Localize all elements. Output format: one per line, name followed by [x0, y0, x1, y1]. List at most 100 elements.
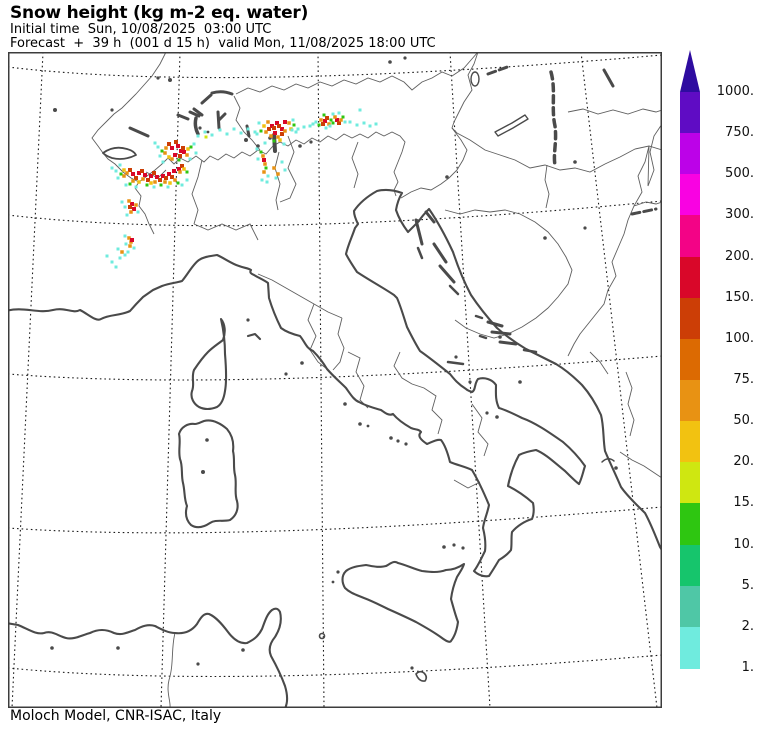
legend-color-segment	[680, 462, 700, 505]
snow-point	[283, 120, 287, 124]
snow-point	[196, 134, 200, 138]
graticule-meridian	[160, 51, 181, 709]
snow-point	[257, 121, 261, 125]
snow-point	[273, 131, 277, 135]
snow-point	[119, 172, 123, 176]
snow-point	[259, 129, 263, 133]
snow-point	[167, 155, 171, 159]
legend-color-segment	[680, 256, 700, 299]
snow-point	[156, 145, 160, 149]
snow-point	[174, 140, 178, 144]
snow-point	[177, 158, 181, 162]
snow-point	[324, 126, 328, 130]
legend-color-segment	[680, 215, 700, 258]
snow-point	[131, 172, 135, 176]
snow-point	[358, 108, 362, 112]
africa-coast	[4, 607, 289, 712]
snow-point	[203, 130, 207, 134]
graticule-parallel	[7, 54, 663, 79]
legend-color-segment	[680, 421, 700, 463]
snow-point	[141, 177, 145, 181]
snow-point	[180, 164, 184, 168]
snow-point	[105, 254, 109, 258]
snow-point	[282, 142, 286, 146]
snow-point	[134, 185, 138, 189]
snow-point	[368, 124, 372, 128]
snow-point	[262, 158, 266, 162]
snow-point	[267, 127, 271, 131]
snow-point	[277, 124, 281, 128]
snow-point	[283, 168, 287, 172]
snow-point	[287, 121, 291, 125]
snow-point	[186, 147, 190, 151]
sicily	[341, 560, 466, 643]
graticule-meridian	[11, 51, 44, 709]
snow-point	[272, 139, 276, 143]
snow-point	[256, 157, 260, 161]
snow-point	[263, 141, 267, 145]
snow-point	[127, 236, 131, 240]
model-credit: Moloch Model, CNR-ISAC, Italy	[10, 708, 222, 724]
snow-point	[131, 179, 135, 183]
sardinia	[177, 419, 239, 529]
snow-point	[132, 246, 136, 250]
snow-point	[164, 146, 168, 150]
legend-tick-label: 75.	[733, 372, 754, 387]
legend-tick-label: 300.	[725, 207, 754, 223]
snow-point	[182, 167, 186, 171]
snow-point	[182, 150, 186, 154]
legend-color-segment	[680, 338, 700, 381]
snow-point	[308, 124, 312, 128]
legend-color-segment	[680, 626, 700, 669]
snow-point	[176, 144, 180, 148]
snow-point	[116, 176, 120, 180]
snow-point	[276, 135, 280, 139]
small-islets	[50, 56, 618, 670]
snow-point	[146, 178, 150, 182]
legend-color-segment	[680, 585, 700, 628]
snow-point	[170, 175, 174, 179]
snow-point	[276, 172, 280, 176]
snow-point	[177, 167, 181, 171]
snow-point	[170, 157, 174, 161]
plot-title: Snow height (kg m-2 eq. water)	[10, 3, 309, 23]
snow-point	[163, 180, 167, 184]
snow-point	[331, 112, 335, 116]
snow-point	[337, 121, 341, 125]
snow-point	[124, 183, 128, 187]
legend-tick-label: 150.	[725, 289, 754, 305]
snow-point	[120, 250, 124, 254]
country-borders	[91, 51, 663, 709]
snow-point	[178, 154, 182, 158]
snow-point	[128, 182, 132, 186]
snow-point	[129, 210, 133, 214]
snow-point	[262, 124, 266, 128]
snow-point	[290, 128, 294, 132]
legend-tick-label: 100.	[725, 330, 754, 346]
snow-point	[362, 121, 366, 125]
snow-point	[322, 113, 326, 117]
snow-point	[319, 118, 323, 122]
graticule-meridian	[449, 51, 491, 709]
snow-point	[296, 127, 300, 131]
snow-point	[374, 122, 378, 126]
forecast-valid-line: Forecast + 39 h (001 d 15 h) valid Mon, …	[10, 36, 436, 51]
snow-point	[126, 250, 130, 254]
snow-point	[118, 256, 122, 260]
snow-point	[167, 142, 171, 146]
graticule-parallel	[7, 654, 663, 678]
lakes-rivers-islands	[128, 64, 658, 366]
snow-point	[264, 166, 268, 170]
legend-color-segment	[680, 133, 700, 175]
snow-point	[264, 130, 268, 134]
snow-point	[125, 213, 129, 217]
graticule-parallel	[7, 355, 663, 381]
snow-point	[259, 150, 263, 154]
snow-point	[153, 180, 157, 184]
mainland-coast	[4, 188, 668, 578]
snow-point	[166, 185, 170, 189]
snow-point	[218, 128, 222, 132]
snow-point	[272, 166, 276, 170]
snow-point	[261, 154, 265, 158]
snow-point	[130, 202, 134, 206]
